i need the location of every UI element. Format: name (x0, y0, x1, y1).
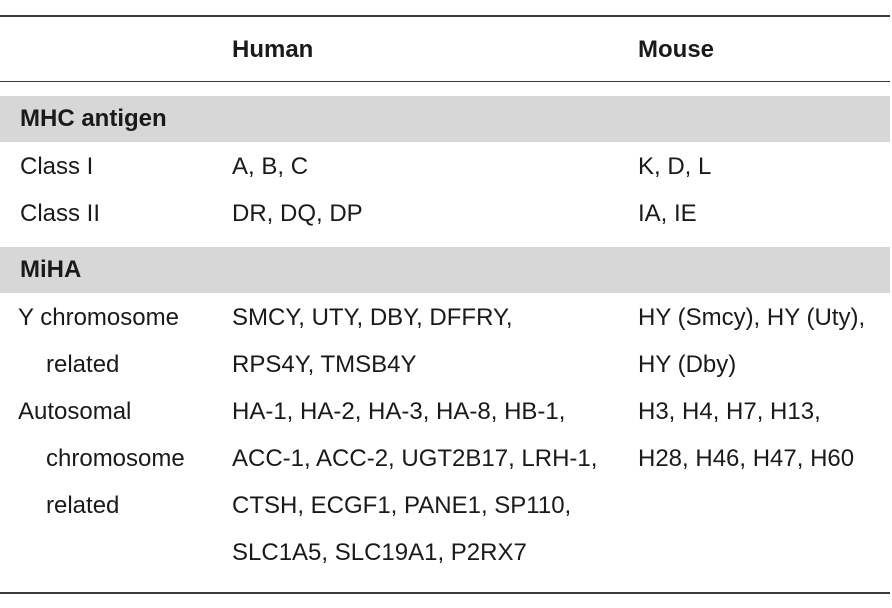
row-category: Class II (20, 200, 101, 227)
top-rule (0, 15, 890, 17)
section-label: MiHA (20, 256, 82, 283)
header-rule (0, 81, 890, 82)
section-header-mhc-antigen: MHC antigen (0, 96, 890, 142)
section-label: MHC antigen (20, 105, 167, 132)
human-cell: DR, DQ, DP (232, 200, 363, 227)
mouse-cell: K, D, L (638, 153, 712, 180)
column-header-human: Human (232, 36, 314, 63)
row-category: Class I (20, 153, 94, 180)
row-category: Y chromosome related (18, 304, 179, 378)
human-cell: SMCY, UTY, DBY, DFFRY, RPS4Y, TMSB4Y (232, 304, 513, 378)
mouse-cell: HY (Smcy), HY (Uty), HY (Dby) (638, 304, 866, 378)
human-cell: HA-1, HA-2, HA-3, HA-8, HB-1, ACC-1, ACC… (232, 398, 598, 566)
column-header-mouse: Mouse (638, 36, 715, 63)
section-header-miha: MiHA (0, 247, 890, 293)
human-cell: A, B, C (232, 153, 309, 180)
bottom-rule (0, 592, 890, 594)
row-category: Autosomal chromosome related (18, 398, 185, 519)
mouse-cell: IA, IE (638, 200, 697, 227)
mouse-cell: H3, H4, H7, H13, H28, H46, H47, H60 (638, 398, 855, 472)
